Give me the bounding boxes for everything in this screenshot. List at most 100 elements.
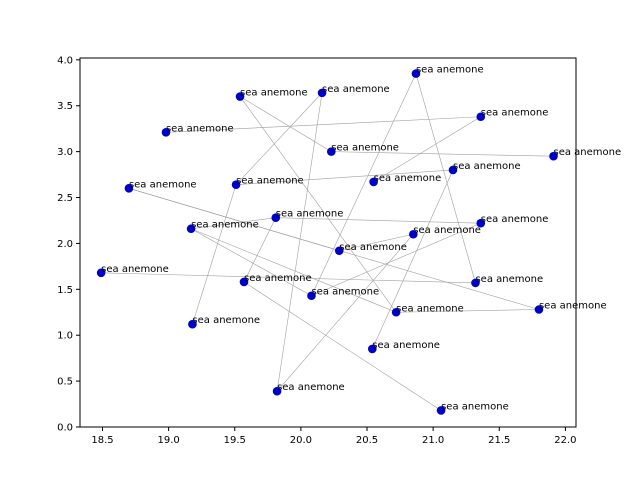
data-point bbox=[368, 344, 377, 354]
edge-line bbox=[331, 151, 554, 157]
data-point bbox=[327, 147, 336, 156]
edge-layer bbox=[101, 73, 554, 411]
data-point bbox=[549, 151, 558, 161]
point-label: sea anemone bbox=[413, 225, 481, 236]
edge-line bbox=[415, 73, 476, 283]
edge-line bbox=[276, 234, 414, 392]
data-point bbox=[124, 184, 134, 193]
point-label: sea anemone bbox=[441, 401, 509, 412]
edge-line bbox=[191, 217, 276, 230]
point-label: sea anemone bbox=[372, 340, 440, 351]
y-tick-label: 1.0 bbox=[57, 331, 73, 342]
y-tick-label: 3.0 bbox=[57, 147, 73, 158]
data-point bbox=[369, 177, 378, 187]
point-label: sea anemone bbox=[236, 176, 304, 187]
data-point bbox=[334, 246, 344, 256]
point-label: sea anemone bbox=[374, 173, 442, 184]
x-tick-label: 18.5 bbox=[91, 435, 113, 446]
edge-line bbox=[192, 184, 237, 325]
x-tick-label: 21.0 bbox=[422, 435, 444, 446]
y-tick-label: 2.5 bbox=[57, 193, 73, 204]
point-label: sea anemone bbox=[192, 315, 260, 326]
point-label: sea anemone bbox=[311, 287, 379, 298]
point-label: sea anemone bbox=[481, 108, 549, 119]
edge-line bbox=[243, 281, 442, 411]
point-label: sea anemone bbox=[240, 88, 308, 99]
y-tick-label: 0.0 bbox=[57, 423, 73, 434]
edge-line bbox=[372, 169, 454, 350]
data-point bbox=[186, 224, 196, 234]
data-point bbox=[161, 128, 171, 137]
x-tick-label: 19.0 bbox=[157, 435, 179, 446]
data-point bbox=[239, 277, 249, 287]
data-point bbox=[96, 268, 106, 278]
point-label: sea anemone bbox=[276, 209, 344, 220]
data-point bbox=[411, 69, 421, 78]
edge-line bbox=[236, 169, 454, 185]
x-tick-label: 20.5 bbox=[356, 435, 378, 446]
point-label: sea anemone bbox=[481, 214, 549, 225]
edge-line bbox=[311, 222, 481, 297]
point-label: sea anemone bbox=[277, 382, 345, 393]
point-label: sea anemone bbox=[475, 274, 543, 285]
y-tick-label: 0.5 bbox=[57, 377, 73, 388]
point-label: sea anemone bbox=[322, 84, 390, 95]
edge-line bbox=[275, 217, 481, 224]
data-point bbox=[534, 305, 544, 314]
y-tick-label: 4.0 bbox=[57, 55, 73, 66]
edge-line bbox=[373, 116, 481, 183]
x-axis-ticks: 18.5 19.0 19.5 20.0 20.5 21.0 21.5 22.0 bbox=[91, 427, 577, 446]
data-point bbox=[409, 229, 418, 239]
point-label: sea anemone bbox=[339, 242, 407, 253]
point-label: sea anemone bbox=[101, 264, 169, 275]
data-point bbox=[188, 319, 197, 329]
edge-line bbox=[239, 96, 397, 313]
x-tick-label: 21.5 bbox=[488, 435, 510, 446]
edge-line bbox=[339, 233, 414, 252]
data-point bbox=[476, 112, 486, 122]
edge-line bbox=[239, 96, 332, 152]
data-point bbox=[231, 180, 241, 189]
edge-line bbox=[396, 309, 539, 313]
data-point bbox=[436, 406, 446, 415]
point-label: sea anemone bbox=[416, 65, 484, 76]
edge-line bbox=[101, 272, 476, 284]
y-axis-ticks: 0.0 0.5 1.0 1.5 2.0 2.5 3.0 3.5 4.0 bbox=[57, 55, 80, 434]
point-label: sea anemone bbox=[129, 179, 197, 190]
point-label: sea anemone bbox=[244, 273, 312, 284]
data-point bbox=[317, 88, 327, 98]
data-point bbox=[307, 291, 316, 301]
y-tick-label: 3.5 bbox=[57, 101, 73, 112]
x-tick-label: 22.0 bbox=[554, 435, 576, 446]
edge-line bbox=[190, 228, 312, 297]
data-point bbox=[272, 386, 282, 396]
point-layer bbox=[96, 69, 558, 415]
axes-frame bbox=[79, 57, 577, 428]
data-point bbox=[271, 213, 281, 223]
x-tick-label: 20.0 bbox=[290, 435, 312, 446]
data-point bbox=[235, 92, 245, 101]
point-label: sea anemone bbox=[453, 161, 521, 172]
x-tick-label: 19.5 bbox=[224, 435, 246, 446]
data-point bbox=[448, 165, 458, 175]
edge-line bbox=[165, 116, 481, 133]
edge-line bbox=[276, 92, 323, 392]
data-point bbox=[476, 218, 486, 228]
data-point bbox=[391, 307, 401, 317]
edge-line bbox=[235, 92, 323, 185]
point-label: sea anemone bbox=[166, 123, 234, 134]
point-label: sea anemone bbox=[191, 220, 259, 231]
point-label: sea anemone bbox=[554, 147, 622, 158]
data-point bbox=[471, 278, 480, 288]
edge-line bbox=[190, 228, 397, 313]
y-tick-label: 1.5 bbox=[57, 285, 73, 296]
y-tick-label: 2.0 bbox=[57, 239, 73, 250]
point-label: sea anemone bbox=[396, 303, 464, 314]
edge-line bbox=[311, 73, 417, 296]
edge-line bbox=[128, 188, 540, 310]
edge-line bbox=[243, 217, 277, 283]
point-label: sea anemone bbox=[331, 143, 399, 154]
